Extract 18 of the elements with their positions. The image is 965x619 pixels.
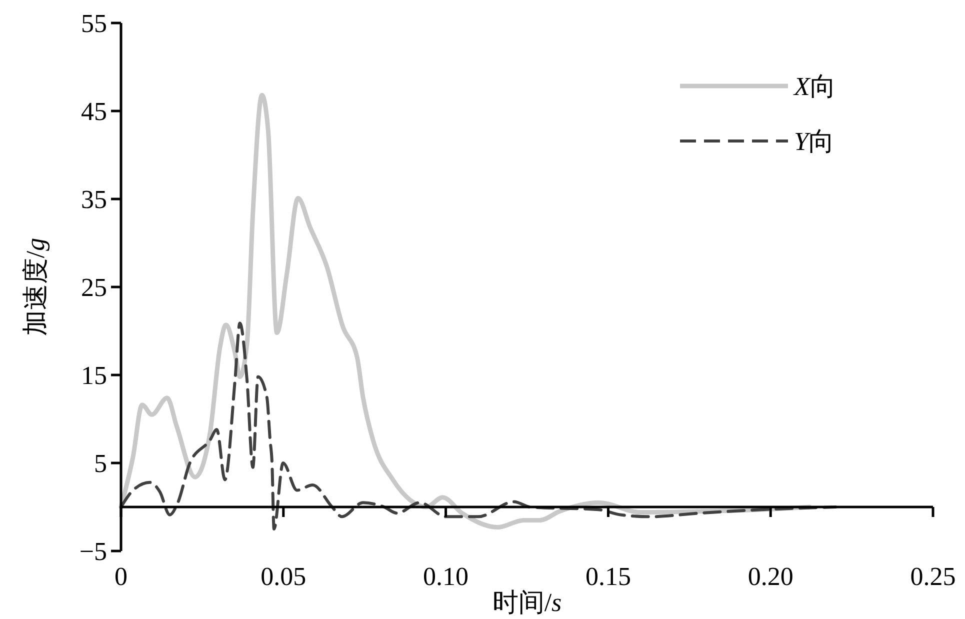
y-tick-label: 15 bbox=[81, 361, 107, 390]
x-axis-title: 时间/s bbox=[492, 588, 562, 617]
y-tick-label: 5 bbox=[94, 449, 107, 478]
y-axis-title: 加速度/g bbox=[21, 238, 50, 336]
x-tick-label: 0.15 bbox=[585, 562, 631, 591]
y-tick-label: 35 bbox=[81, 185, 107, 214]
y-tick-label: 25 bbox=[81, 273, 107, 302]
x-tick-label: 0.10 bbox=[423, 562, 469, 591]
line-series bbox=[120, 322, 838, 530]
legend-label: X向 bbox=[793, 72, 836, 101]
y-tick-label: 45 bbox=[81, 97, 107, 126]
x-tick-label: 0.20 bbox=[748, 562, 794, 591]
x-tick-label: 0.25 bbox=[910, 562, 956, 591]
y-tick-label: −5 bbox=[79, 537, 107, 566]
y-tick-label: 55 bbox=[81, 9, 107, 38]
x-tick-label: 0.05 bbox=[260, 562, 306, 591]
x-tick-label: 0 bbox=[114, 562, 128, 591]
legend-label: Y向 bbox=[794, 127, 834, 156]
